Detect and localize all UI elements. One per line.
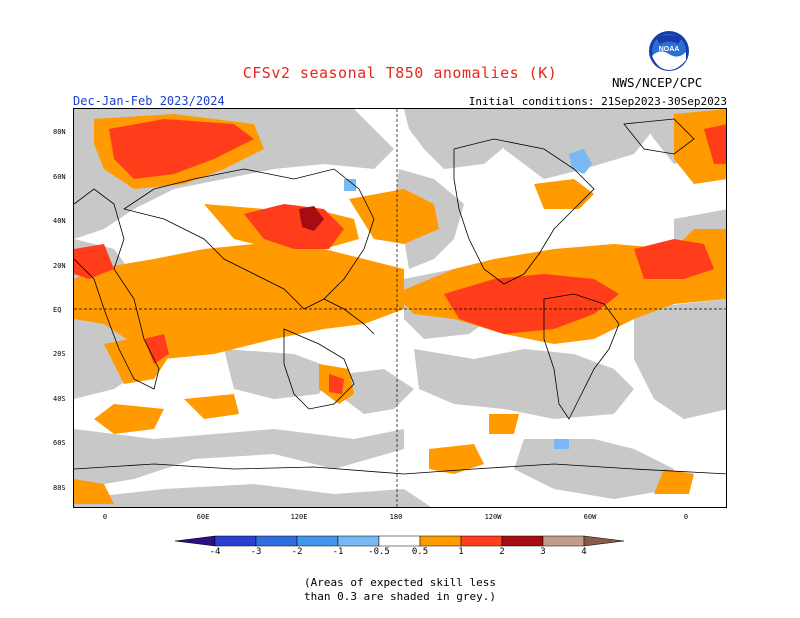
legend-label-3: 3 (540, 547, 546, 557)
color-legend-bar (175, 535, 625, 547)
anomaly-2-3-regions (299, 206, 324, 231)
legend-label-2: 2 (499, 547, 505, 557)
legend-label-4: 4 (581, 547, 587, 557)
legend-label-0.5: 0.5 (411, 547, 429, 557)
coastlines (74, 118, 726, 475)
chart-title: CFSv2 seasonal T850 anomalies (K) (242, 64, 558, 82)
lon-label-0-east: 0 (683, 513, 689, 521)
anomaly-1-2-regions (74, 119, 726, 394)
skill-note-line1: (Areas of expected skill less (303, 576, 497, 589)
logo-text: NOAA (659, 46, 680, 53)
skill-note: (Areas of expected skill less than 0.3 a… (0, 576, 800, 604)
legend-label-1: 1 (458, 547, 464, 557)
noaa-logo: NOAA (649, 31, 689, 71)
lon-label-0: 0 (102, 513, 108, 521)
legend-label-neg2: -2 (291, 547, 303, 557)
anomaly-map (73, 108, 727, 508)
lon-label-60w: 60W (583, 513, 597, 521)
agency-label: NWS/NCEP/CPC (612, 75, 703, 90)
initial-conditions-label: Initial conditions: 21Sep2023-30Sep2023 (468, 95, 727, 108)
season-label: Dec-Jan-Feb 2023/2024 (73, 94, 225, 108)
skill-note-line2: than 0.3 are shaded in grey.) (303, 590, 497, 603)
lon-label-60e: 60E (196, 513, 210, 521)
anomaly-negative-regions (344, 149, 592, 449)
legend-label-neg0.5: -0.5 (368, 547, 390, 557)
lat-label-20n: 20N (53, 262, 66, 270)
lat-label-60s: 60S (53, 439, 66, 447)
lat-label-40n: 40N (53, 217, 66, 225)
lon-label-180: 180 (389, 513, 403, 521)
lat-label-80s: 80S (53, 484, 66, 492)
lon-label-120w: 120W (484, 513, 502, 521)
lat-label-eq: EQ (53, 306, 62, 314)
legend-label-neg3: -3 (250, 547, 262, 557)
anomaly-map-svg (74, 109, 726, 507)
lat-label-20s: 20S (53, 350, 66, 358)
lat-label-80n: 80N (53, 128, 66, 136)
lat-label-40s: 40S (53, 395, 66, 403)
legend-label-neg1: -1 (332, 547, 344, 557)
lon-label-120e: 120E (290, 513, 308, 521)
lat-label-60n: 60N (53, 173, 66, 181)
legend-label-neg4: -4 (209, 547, 221, 557)
